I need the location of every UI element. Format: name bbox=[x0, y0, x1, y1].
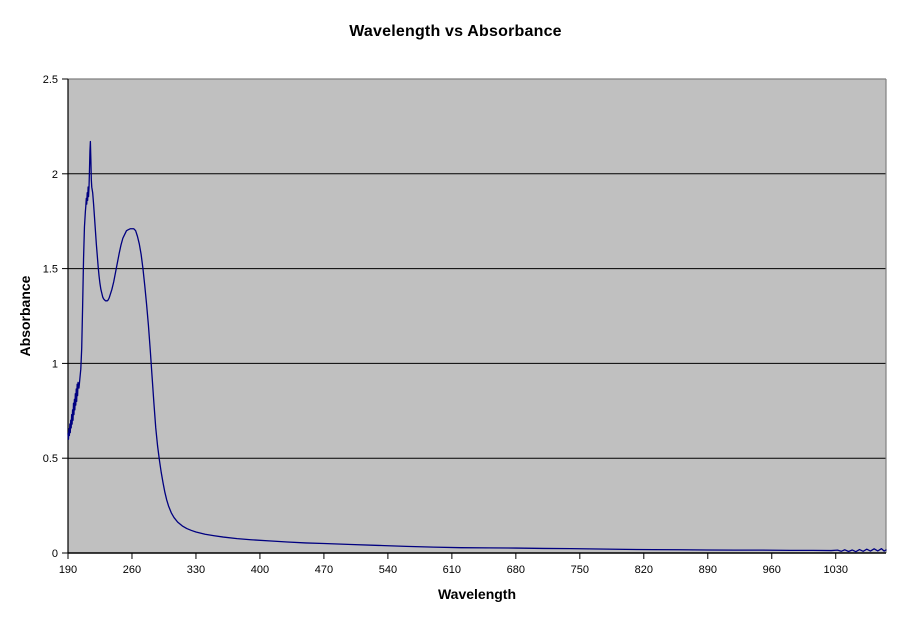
x-tick-label-330: 330 bbox=[187, 564, 205, 576]
x-tick-label-820: 820 bbox=[635, 564, 653, 576]
x-axis-title: Wavelength bbox=[437, 586, 517, 602]
y-tick-label-1: 1 bbox=[52, 358, 58, 370]
x-tick-label-890: 890 bbox=[699, 564, 717, 576]
x-tick-label-750: 750 bbox=[571, 564, 589, 576]
x-tick-label-540: 540 bbox=[379, 564, 397, 576]
y-tick-label-2.5: 2.5 bbox=[43, 74, 58, 86]
y-tick-label-0.5: 0.5 bbox=[43, 453, 58, 465]
x-tick-label-470: 470 bbox=[315, 564, 333, 576]
y-tick-label-0: 0 bbox=[52, 548, 58, 560]
chart-title: Wavelength vs Absorbance bbox=[349, 23, 562, 40]
y-tick-label-2: 2 bbox=[52, 169, 58, 181]
x-tick-label-400: 400 bbox=[251, 564, 269, 576]
x-tick-label-680: 680 bbox=[507, 564, 525, 576]
x-tick-label-190: 190 bbox=[59, 564, 77, 576]
x-tick-label-610: 610 bbox=[443, 564, 461, 576]
x-tick-label-260: 260 bbox=[123, 564, 141, 576]
plot-area-background bbox=[68, 79, 886, 553]
series-line-absorbance bbox=[67, 140, 887, 553]
x-tick-label-960: 960 bbox=[763, 564, 781, 576]
x-tick-label-1030: 1030 bbox=[823, 564, 847, 576]
y-tick-label-1.5: 1.5 bbox=[43, 264, 58, 276]
